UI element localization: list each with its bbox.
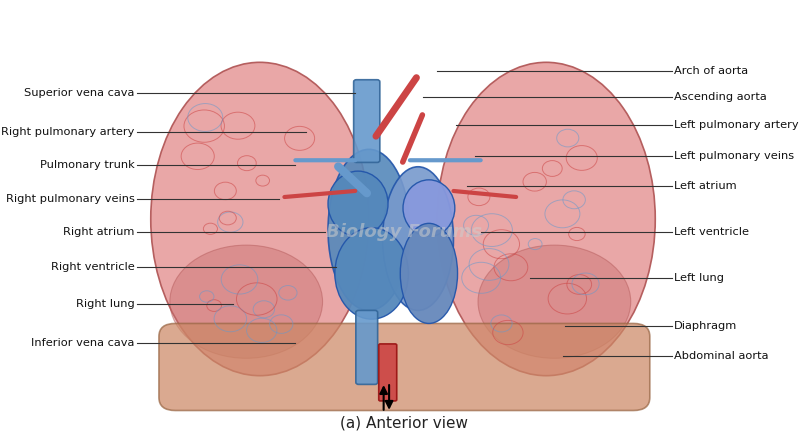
Ellipse shape <box>170 245 322 358</box>
Text: Right atrium: Right atrium <box>63 227 134 237</box>
Text: Right lung: Right lung <box>76 299 134 309</box>
Text: Abdominal aorta: Abdominal aorta <box>674 351 769 361</box>
Text: Left pulmonary artery: Left pulmonary artery <box>674 120 799 131</box>
FancyBboxPatch shape <box>354 80 380 162</box>
Ellipse shape <box>328 149 410 311</box>
Text: Right pulmonary veins: Right pulmonary veins <box>6 194 134 205</box>
Text: Inferior vena cava: Inferior vena cava <box>31 338 134 348</box>
Text: Arch of aorta: Arch of aorta <box>674 66 749 76</box>
Text: Pulmonary trunk: Pulmonary trunk <box>40 159 134 170</box>
Text: Superior vena cava: Superior vena cava <box>24 88 134 98</box>
FancyBboxPatch shape <box>159 323 650 410</box>
Ellipse shape <box>382 167 454 311</box>
FancyBboxPatch shape <box>356 311 378 385</box>
Text: Ascending aorta: Ascending aorta <box>674 92 767 102</box>
Text: Diaphragm: Diaphragm <box>674 321 738 331</box>
Ellipse shape <box>335 228 409 319</box>
Text: Right ventricle: Right ventricle <box>50 262 134 272</box>
Ellipse shape <box>150 62 369 376</box>
FancyBboxPatch shape <box>378 344 397 401</box>
Ellipse shape <box>437 62 655 376</box>
Text: (a) Anterior view: (a) Anterior view <box>340 415 468 430</box>
Ellipse shape <box>478 245 630 358</box>
Ellipse shape <box>403 180 455 237</box>
Ellipse shape <box>328 171 388 237</box>
Text: Left ventricle: Left ventricle <box>674 227 750 237</box>
Text: Left lung: Left lung <box>674 273 724 283</box>
Ellipse shape <box>400 223 458 323</box>
Text: Left pulmonary veins: Left pulmonary veins <box>674 151 794 161</box>
Text: Right pulmonary artery: Right pulmonary artery <box>1 127 134 137</box>
Text: Biology Forums: Biology Forums <box>326 223 482 241</box>
Text: Left atrium: Left atrium <box>674 181 737 191</box>
